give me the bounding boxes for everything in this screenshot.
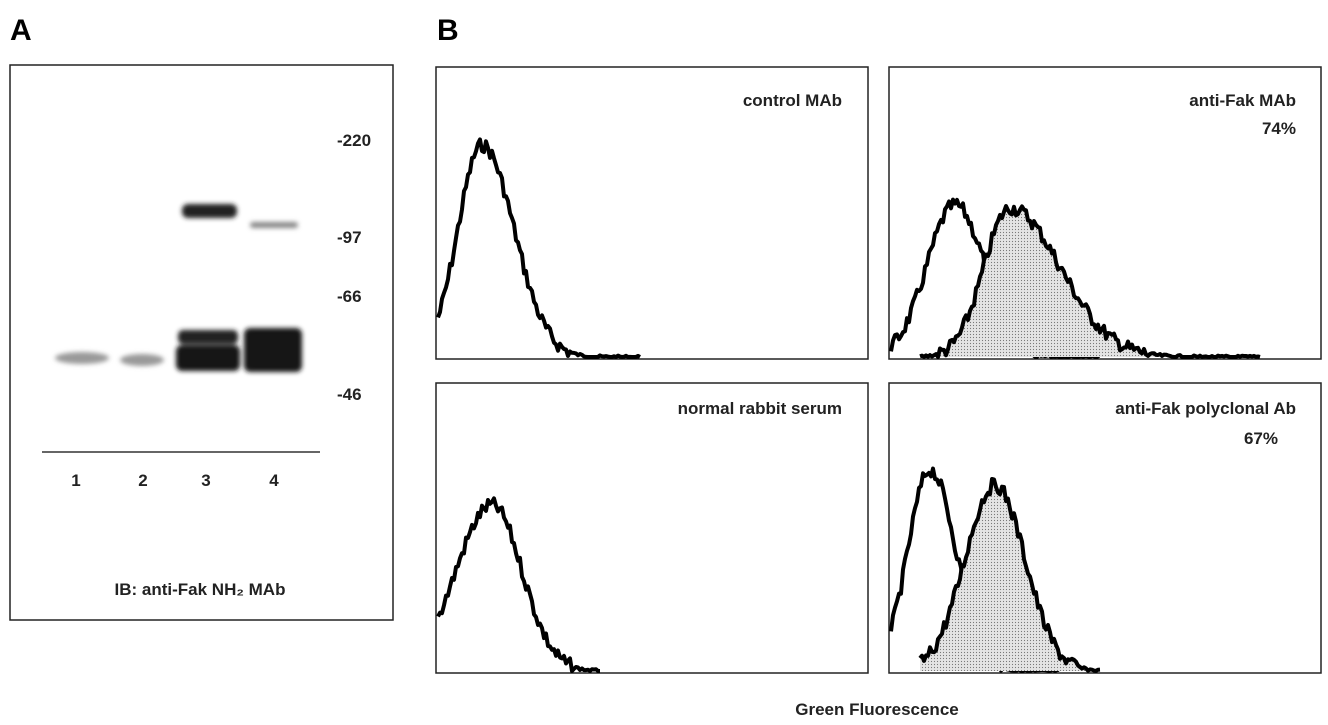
plot-title: control MAb (743, 91, 842, 110)
plot-percent: 74% (1262, 119, 1296, 138)
lane-label: 1 (71, 471, 80, 490)
plot-title: normal rabbit serum (678, 399, 842, 418)
histogram-frame (888, 66, 1322, 360)
marker-label: -66 (337, 287, 362, 306)
lane-label: 3 (201, 471, 210, 490)
histogram-frame (435, 66, 869, 360)
histogram-curve (436, 137, 641, 359)
marker-label: -220 (337, 131, 371, 150)
histogram-curve (918, 477, 1101, 673)
blot-caption: IB: anti-Fak NH₂ MAb (115, 580, 286, 599)
marker-label: -46 (337, 385, 362, 404)
panel-label: A (10, 14, 32, 47)
marker-label: -97 (337, 228, 362, 247)
histogram-curve (919, 204, 1261, 359)
x-axis-label: Green Fluorescence (795, 700, 958, 719)
lane-label: 4 (269, 471, 279, 490)
histogram-curve (436, 496, 600, 673)
lane-label: 2 (138, 471, 147, 490)
histogram-fill (920, 479, 1100, 671)
histograms (436, 137, 1261, 673)
histogram-frame (435, 382, 869, 674)
panel-label: B (437, 14, 459, 47)
plot-title: anti-Fak polyclonal Ab (1115, 399, 1296, 418)
blot-bands (55, 204, 302, 372)
plot-percent: 67% (1244, 429, 1278, 448)
plot-title: anti-Fak MAb (1189, 91, 1296, 110)
histogram-fill (920, 206, 1260, 357)
